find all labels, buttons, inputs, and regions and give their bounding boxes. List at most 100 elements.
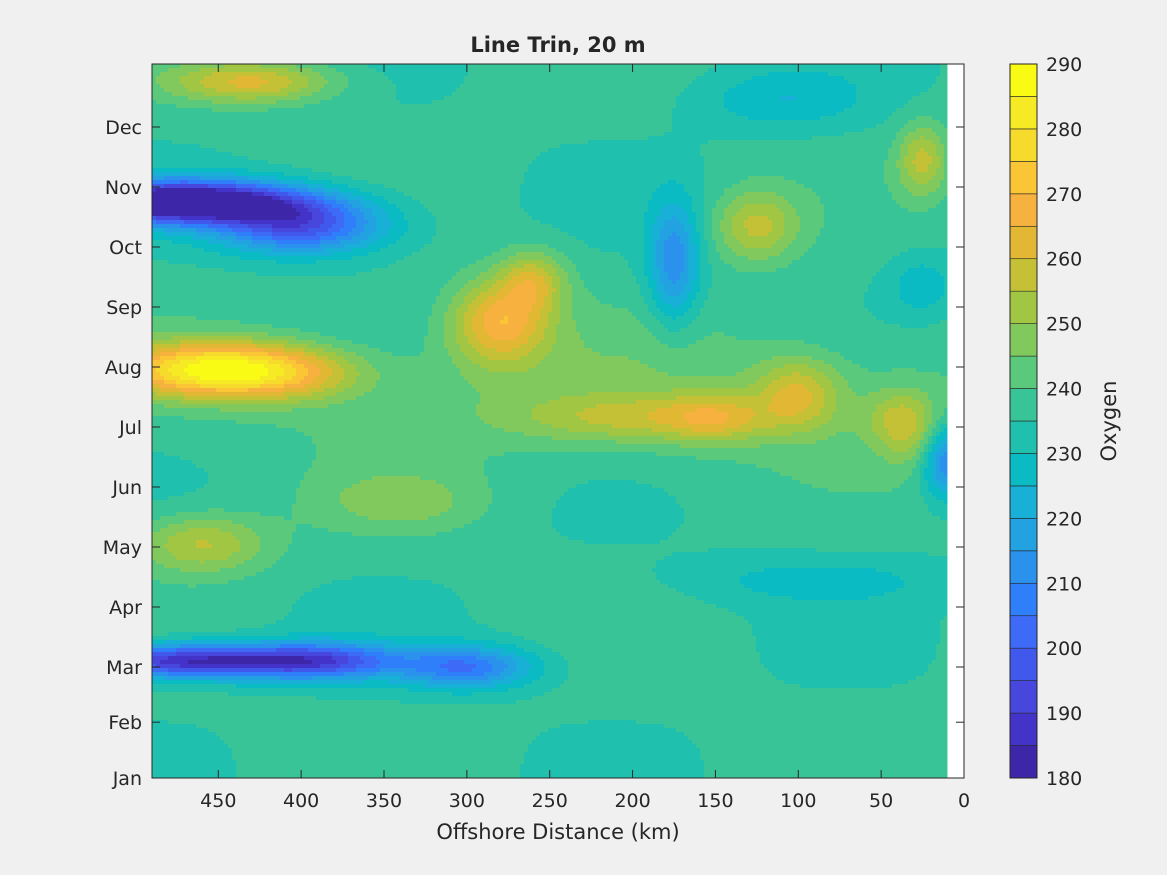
- contour-cell: [392, 88, 397, 93]
- contour-cell: [716, 72, 721, 77]
- contour-cell: [680, 92, 685, 97]
- contour-cell: [912, 144, 917, 149]
- contour-cell: [188, 144, 193, 149]
- contour-cell: [936, 120, 941, 125]
- contour-cell: [712, 144, 717, 149]
- contour-cell: [544, 72, 549, 77]
- contour-cell: [496, 128, 501, 133]
- contour-cell: [560, 152, 565, 157]
- contour-cell: [364, 84, 369, 89]
- contour-cell: [676, 92, 681, 97]
- contour-cell: [868, 128, 873, 133]
- contour-cell: [160, 164, 165, 169]
- contour-cell: [212, 108, 217, 113]
- contour-cell: [696, 92, 701, 97]
- contour-cell: [736, 84, 741, 89]
- contour-cell: [396, 104, 401, 109]
- contour-cell: [736, 148, 741, 153]
- contour-cell: [492, 112, 497, 117]
- contour-cell: [596, 152, 601, 157]
- contour-cell: [524, 156, 529, 161]
- contour-cell: [492, 116, 497, 121]
- contour-cell: [516, 76, 521, 81]
- contour-cell: [884, 92, 889, 97]
- contour-cell: [804, 112, 809, 117]
- contour-cell: [920, 124, 925, 129]
- contour-cell: [820, 132, 825, 137]
- contour-cell: [692, 108, 697, 113]
- contour-cell: [840, 80, 845, 85]
- contour-cell: [536, 76, 541, 81]
- contour-cell: [796, 92, 801, 97]
- contour-cell: [556, 108, 561, 113]
- contour-cell: [188, 88, 193, 93]
- contour-cell: [704, 72, 709, 77]
- contour-cell: [288, 80, 293, 85]
- contour-cell: [412, 144, 417, 149]
- contour-cell: [552, 112, 557, 117]
- contour-cell: [808, 120, 813, 125]
- contour-cell: [628, 72, 633, 77]
- contour-cell: [876, 136, 881, 141]
- contour-cell: [300, 148, 305, 153]
- contour-cell: [696, 72, 701, 77]
- contour-cell: [892, 96, 897, 101]
- contour-cell: [300, 64, 305, 69]
- contour-cell: [220, 128, 225, 133]
- contour-cell: [832, 68, 837, 73]
- contour-cell: [692, 92, 697, 97]
- contour-cell: [676, 156, 681, 161]
- contour-cell: [832, 100, 837, 105]
- contour-cell: [620, 64, 625, 69]
- contour-cell: [628, 100, 633, 105]
- contour-cell: [856, 96, 861, 101]
- contour-cell: [504, 112, 509, 117]
- contour-cell: [168, 76, 173, 81]
- contour-cell: [656, 72, 661, 77]
- contour-cell: [456, 88, 461, 93]
- contour-cell: [560, 72, 565, 77]
- contour-cell: [628, 64, 633, 69]
- contour-cell: [164, 128, 169, 133]
- contour-cell: [184, 64, 189, 69]
- contour-cell: [468, 64, 473, 69]
- contour-cell: [836, 128, 841, 133]
- contour-cell: [692, 72, 697, 77]
- contour-cell: [272, 152, 277, 157]
- contour-cell: [272, 88, 277, 93]
- contour-cell: [608, 96, 613, 101]
- contour-cell: [300, 88, 305, 93]
- contour-cell: [164, 148, 169, 153]
- contour-cell: [452, 140, 457, 145]
- contour-cell: [572, 116, 577, 121]
- contour-cell: [808, 100, 813, 105]
- contour-cell: [300, 84, 305, 89]
- contour-cell: [660, 152, 665, 157]
- contour-cell: [448, 124, 453, 129]
- contour-cell: [160, 88, 165, 93]
- chart-title: Line Trin, 20 m: [470, 33, 645, 57]
- contour-cell: [648, 72, 653, 77]
- contour-cell: [312, 124, 317, 129]
- contour-cell: [636, 68, 641, 73]
- contour-cell: [280, 132, 285, 137]
- contour-cell: [436, 96, 441, 101]
- contour-cell: [640, 144, 645, 149]
- contour-cell: [492, 72, 497, 77]
- contour-cell: [428, 72, 433, 77]
- contour-cell: [352, 88, 357, 93]
- contour-cell: [364, 92, 369, 97]
- contour-cell: [444, 116, 449, 121]
- contour-cell: [400, 72, 405, 77]
- contour-cell: [784, 64, 789, 69]
- contour-cell: [404, 156, 409, 161]
- contour-cell: [196, 72, 201, 77]
- contour-cell: [436, 156, 441, 161]
- contour-cell: [592, 104, 597, 109]
- contour-cell: [888, 104, 893, 109]
- contour-cell: [788, 132, 793, 137]
- contour-cell: [168, 124, 173, 129]
- contour-cell: [780, 144, 785, 149]
- contour-cell: [468, 148, 473, 153]
- contour-cell: [808, 108, 813, 113]
